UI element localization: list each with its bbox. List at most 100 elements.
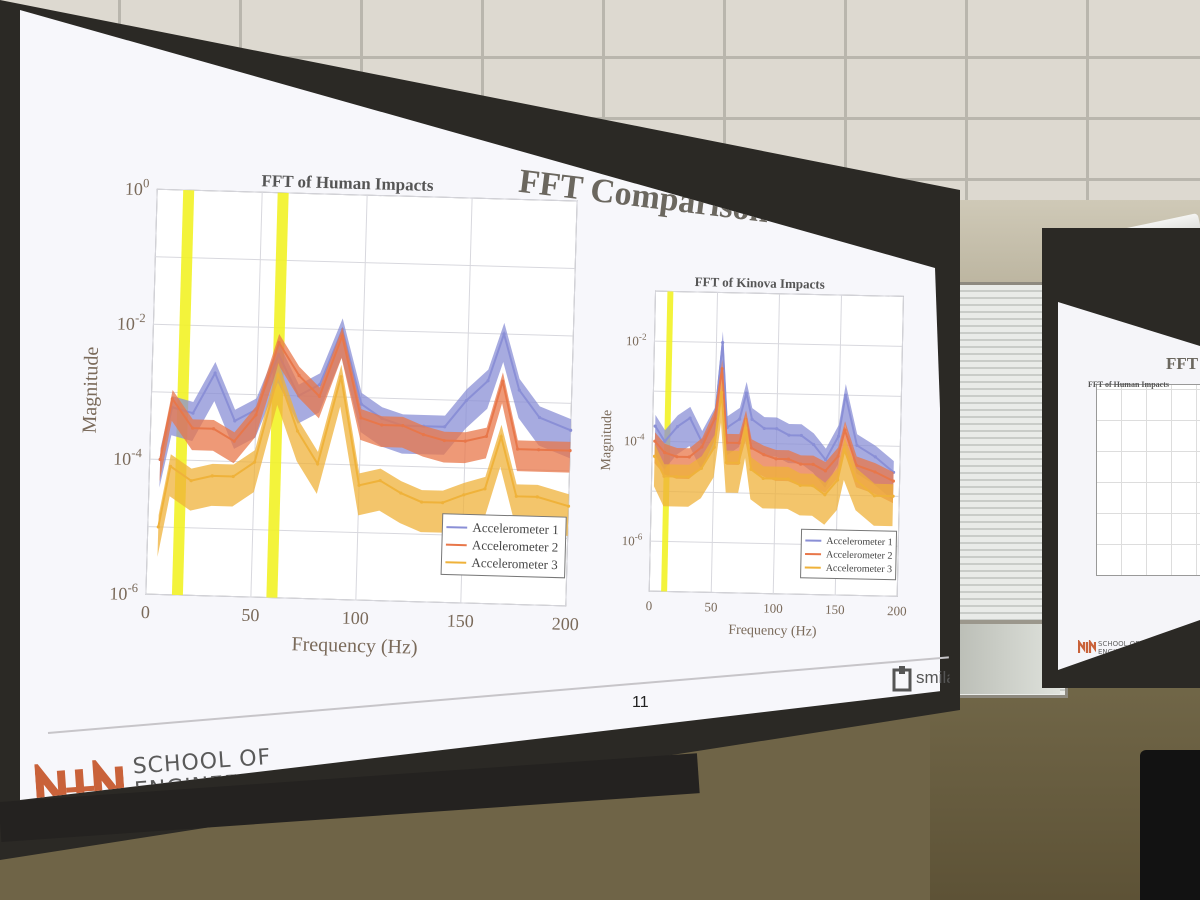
data-point	[662, 474, 666, 478]
grid-line-y	[654, 340, 903, 347]
data-point	[158, 457, 162, 462]
data-point	[276, 373, 280, 377]
data-point	[823, 493, 827, 497]
data-point	[891, 479, 896, 483]
data-point	[855, 443, 859, 448]
secondary-screen: FFT Co FFT of Human Impacts SCHOOL OF EN…	[1058, 302, 1200, 670]
y-tick-label: 10-6	[109, 580, 138, 604]
data-point	[687, 475, 691, 479]
page-number: 11	[632, 694, 649, 711]
data-point	[811, 442, 816, 447]
x-tick-label: 0	[646, 598, 653, 613]
data-point	[799, 462, 803, 466]
chair	[1140, 750, 1200, 900]
grid-line-y	[145, 593, 566, 607]
data-point	[514, 494, 518, 498]
unm-logo-icon	[1077, 638, 1097, 653]
y-axis-label: Magnitude	[79, 346, 103, 433]
data-point	[662, 450, 667, 455]
data-point	[700, 445, 704, 449]
data-point	[168, 464, 173, 468]
data-point	[675, 455, 679, 459]
grid-line-y	[157, 188, 578, 202]
data-point	[254, 413, 258, 417]
data-point	[277, 341, 281, 345]
data-point	[191, 411, 195, 415]
data-point	[231, 474, 235, 479]
data-point	[687, 455, 691, 459]
data-point	[464, 398, 469, 403]
data-point	[380, 423, 384, 427]
data-point	[501, 379, 505, 383]
data-point	[854, 463, 859, 467]
data-point	[357, 483, 361, 487]
data-point	[798, 483, 802, 488]
data-point	[295, 429, 300, 433]
data-point	[811, 462, 815, 467]
data-point	[537, 415, 542, 420]
legend-swatch	[445, 543, 467, 547]
y-tick-label: 10-2	[626, 331, 647, 348]
data-point	[359, 416, 363, 420]
unm-logo-icon	[34, 758, 126, 800]
data-point	[737, 441, 741, 445]
data-point	[674, 474, 679, 479]
data-point	[712, 445, 716, 449]
data-point	[836, 478, 840, 482]
legend-swatch	[445, 561, 467, 564]
legend-label: Accelerometer 1	[826, 536, 893, 548]
data-point	[721, 340, 725, 345]
data-point	[233, 419, 237, 423]
data-point	[744, 391, 749, 395]
x-tick-label: 100	[342, 608, 370, 629]
data-point	[653, 439, 657, 443]
data-point	[483, 487, 487, 491]
chart-title: FFT of Kinova Impacts	[695, 274, 825, 292]
x-axis-label: Frequency (Hz)	[728, 623, 817, 640]
data-point	[421, 433, 426, 437]
legend-box	[800, 528, 898, 581]
x-tick-label: 50	[704, 599, 717, 614]
secondary-plot-title: FFT of Human Impacts	[1088, 380, 1169, 389]
data-point	[774, 457, 778, 461]
data-point	[737, 461, 741, 465]
window-pane	[940, 620, 1060, 694]
x-tick-label: 200	[887, 603, 907, 618]
data-point	[443, 425, 447, 429]
secondary-plot-area	[1096, 384, 1200, 576]
data-point	[873, 455, 877, 459]
series-band-3	[653, 380, 894, 527]
data-point	[516, 447, 520, 451]
data-point	[836, 434, 841, 438]
grid-line-y	[155, 256, 576, 269]
grid-line-y	[649, 590, 898, 597]
data-point	[663, 439, 667, 443]
data-point	[823, 469, 828, 473]
data-point	[517, 388, 521, 392]
data-point	[786, 457, 791, 461]
data-point	[537, 448, 541, 452]
legend-box	[440, 513, 567, 579]
data-point	[824, 458, 828, 462]
data-point	[699, 466, 704, 470]
data-point	[836, 454, 840, 458]
data-point	[761, 476, 765, 481]
legend-label: Accelerometer 1	[472, 520, 559, 537]
series-line-1	[654, 342, 895, 474]
data-point	[738, 417, 742, 421]
data-point	[213, 371, 217, 375]
data-point	[775, 427, 779, 431]
data-point	[401, 423, 405, 428]
data-point	[502, 332, 506, 336]
data-point	[569, 428, 573, 432]
data-point	[440, 501, 445, 505]
y-tick-label: 10-4	[624, 431, 645, 448]
data-point	[787, 433, 791, 437]
data-point	[359, 402, 363, 406]
data-point	[499, 435, 503, 439]
y-axis-label: Magnitude	[599, 410, 615, 471]
data-point	[232, 439, 236, 443]
series-line-2	[654, 368, 894, 482]
data-point	[378, 478, 382, 483]
data-point	[419, 500, 424, 504]
